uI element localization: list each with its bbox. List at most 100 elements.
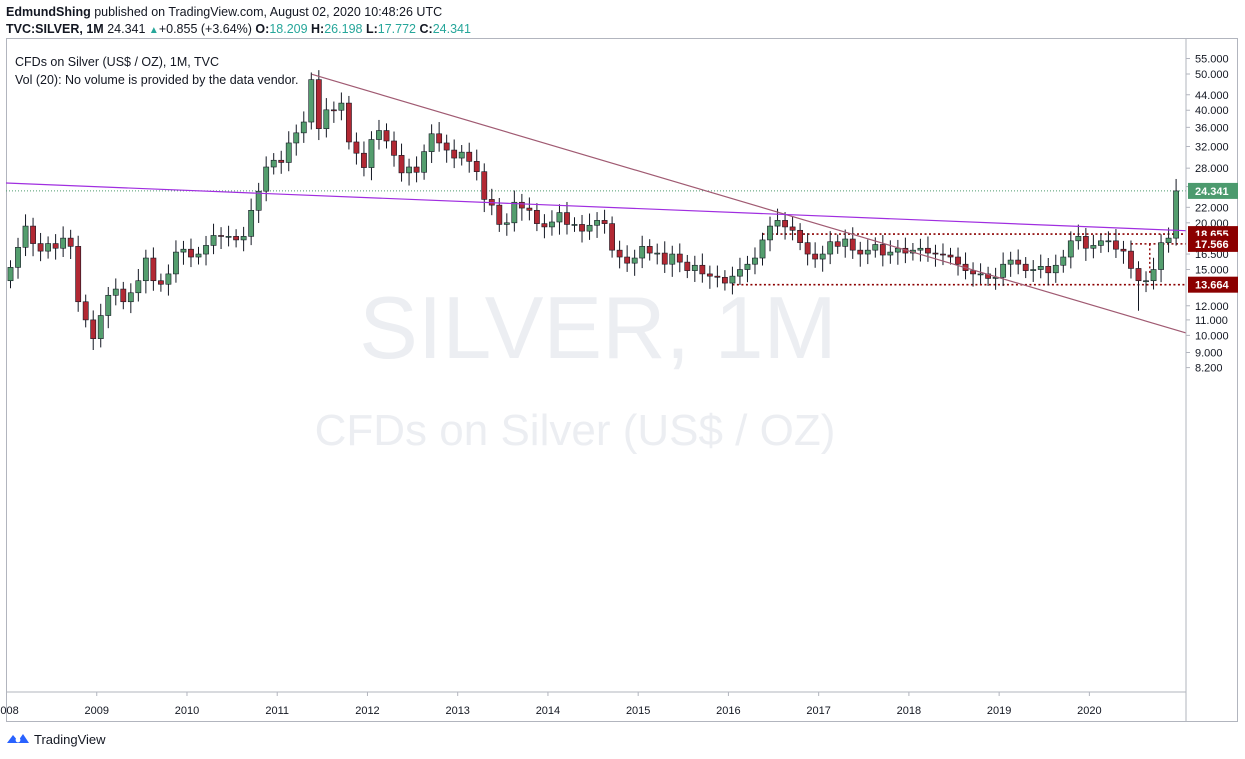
- candle[interactable]: [571, 217, 578, 232]
- candle[interactable]: [887, 240, 894, 264]
- candle[interactable]: [511, 190, 518, 232]
- candle[interactable]: [1075, 224, 1082, 250]
- candle[interactable]: [225, 225, 232, 247]
- candle[interactable]: [443, 134, 450, 163]
- candle[interactable]: [819, 245, 826, 272]
- candle[interactable]: [669, 245, 676, 277]
- candle[interactable]: [1113, 229, 1119, 258]
- candle[interactable]: [97, 303, 104, 348]
- candle[interactable]: [1105, 231, 1112, 253]
- candle[interactable]: [75, 235, 82, 312]
- candle[interactable]: [473, 149, 480, 181]
- footer-brand[interactable]: TradingView: [6, 731, 106, 747]
- candle[interactable]: [1022, 257, 1029, 279]
- candle[interactable]: [338, 92, 345, 121]
- candle[interactable]: [406, 158, 412, 186]
- candle[interactable]: [1030, 260, 1037, 282]
- candle[interactable]: [601, 209, 608, 234]
- candle[interactable]: [932, 244, 939, 267]
- last-price-tag[interactable]: 24.341: [1188, 182, 1238, 199]
- candle[interactable]: [721, 270, 728, 291]
- candle[interactable]: [278, 150, 285, 174]
- candle[interactable]: [1150, 257, 1157, 290]
- candle[interactable]: [654, 243, 661, 265]
- candle[interactable]: [526, 197, 533, 221]
- level-tag-13664[interactable]: 13.664: [1188, 276, 1238, 293]
- candle[interactable]: [518, 193, 525, 221]
- candle[interactable]: [609, 216, 615, 258]
- candle[interactable]: [714, 265, 721, 288]
- candle[interactable]: [631, 249, 638, 276]
- candle[interactable]: [82, 294, 89, 328]
- candle[interactable]: [1098, 233, 1104, 253]
- candle[interactable]: [421, 144, 427, 180]
- candle[interactable]: [285, 131, 292, 172]
- candle[interactable]: [977, 263, 984, 284]
- candle[interactable]: [624, 245, 631, 272]
- candle[interactable]: [195, 246, 202, 265]
- series-legend[interactable]: CFDs on Silver (US$ / OZ), 1M, TVC: [15, 55, 219, 69]
- candle[interactable]: [737, 257, 743, 285]
- candle[interactable]: [158, 273, 164, 292]
- candle[interactable]: [353, 132, 360, 165]
- candle[interactable]: [970, 262, 976, 287]
- candle[interactable]: [955, 247, 961, 276]
- candle[interactable]: [691, 255, 698, 282]
- candle[interactable]: [676, 243, 683, 273]
- candle[interactable]: [541, 214, 548, 239]
- candle[interactable]: [834, 234, 841, 254]
- candle[interactable]: [917, 238, 924, 262]
- candle[interactable]: [248, 198, 255, 246]
- candle[interactable]: [646, 239, 653, 261]
- downtrend-line[interactable]: [311, 73, 1187, 334]
- candle[interactable]: [556, 204, 563, 235]
- candle[interactable]: [188, 238, 194, 268]
- candle[interactable]: [391, 131, 397, 167]
- candle[interactable]: [368, 131, 375, 181]
- candle[interactable]: [549, 210, 555, 236]
- candle[interactable]: [345, 95, 352, 150]
- candle[interactable]: [142, 249, 149, 294]
- candle[interactable]: [849, 227, 856, 259]
- candle[interactable]: [661, 241, 668, 273]
- candle[interactable]: [586, 213, 593, 240]
- candle[interactable]: [1165, 227, 1172, 253]
- candle[interactable]: [752, 247, 758, 275]
- candle[interactable]: [376, 119, 382, 150]
- candle[interactable]: [173, 240, 179, 283]
- candle[interactable]: [458, 145, 465, 166]
- candle[interactable]: [210, 223, 217, 255]
- candle[interactable]: [7, 260, 14, 289]
- candle[interactable]: [992, 267, 999, 290]
- candle[interactable]: [203, 235, 209, 266]
- candle[interactable]: [1120, 240, 1127, 264]
- candle[interactable]: [112, 278, 119, 306]
- candle[interactable]: [947, 247, 954, 265]
- candle[interactable]: [323, 98, 330, 138]
- candle[interactable]: [1173, 178, 1179, 246]
- candle[interactable]: [361, 141, 367, 177]
- candle[interactable]: [767, 216, 773, 252]
- candle[interactable]: [300, 111, 307, 143]
- candle[interactable]: [925, 236, 931, 262]
- candle[interactable]: [488, 188, 495, 216]
- candle[interactable]: [233, 229, 239, 248]
- candle[interactable]: [812, 242, 819, 268]
- candle[interactable]: [15, 237, 21, 279]
- candle[interactable]: [105, 286, 112, 329]
- candle[interactable]: [218, 227, 224, 250]
- candle[interactable]: [1082, 228, 1089, 261]
- candle[interactable]: [579, 214, 585, 243]
- candle[interactable]: [22, 214, 29, 257]
- candle[interactable]: [503, 213, 510, 236]
- candle[interactable]: [774, 208, 781, 235]
- candle[interactable]: [1000, 252, 1007, 287]
- candle[interactable]: [383, 123, 390, 149]
- candle[interactable]: [1060, 249, 1067, 273]
- candle[interactable]: [1158, 234, 1164, 283]
- candle[interactable]: [1090, 234, 1097, 259]
- candle[interactable]: [496, 197, 503, 232]
- candle[interactable]: [827, 231, 834, 265]
- candle[interactable]: [60, 226, 67, 258]
- candle[interactable]: [684, 254, 691, 279]
